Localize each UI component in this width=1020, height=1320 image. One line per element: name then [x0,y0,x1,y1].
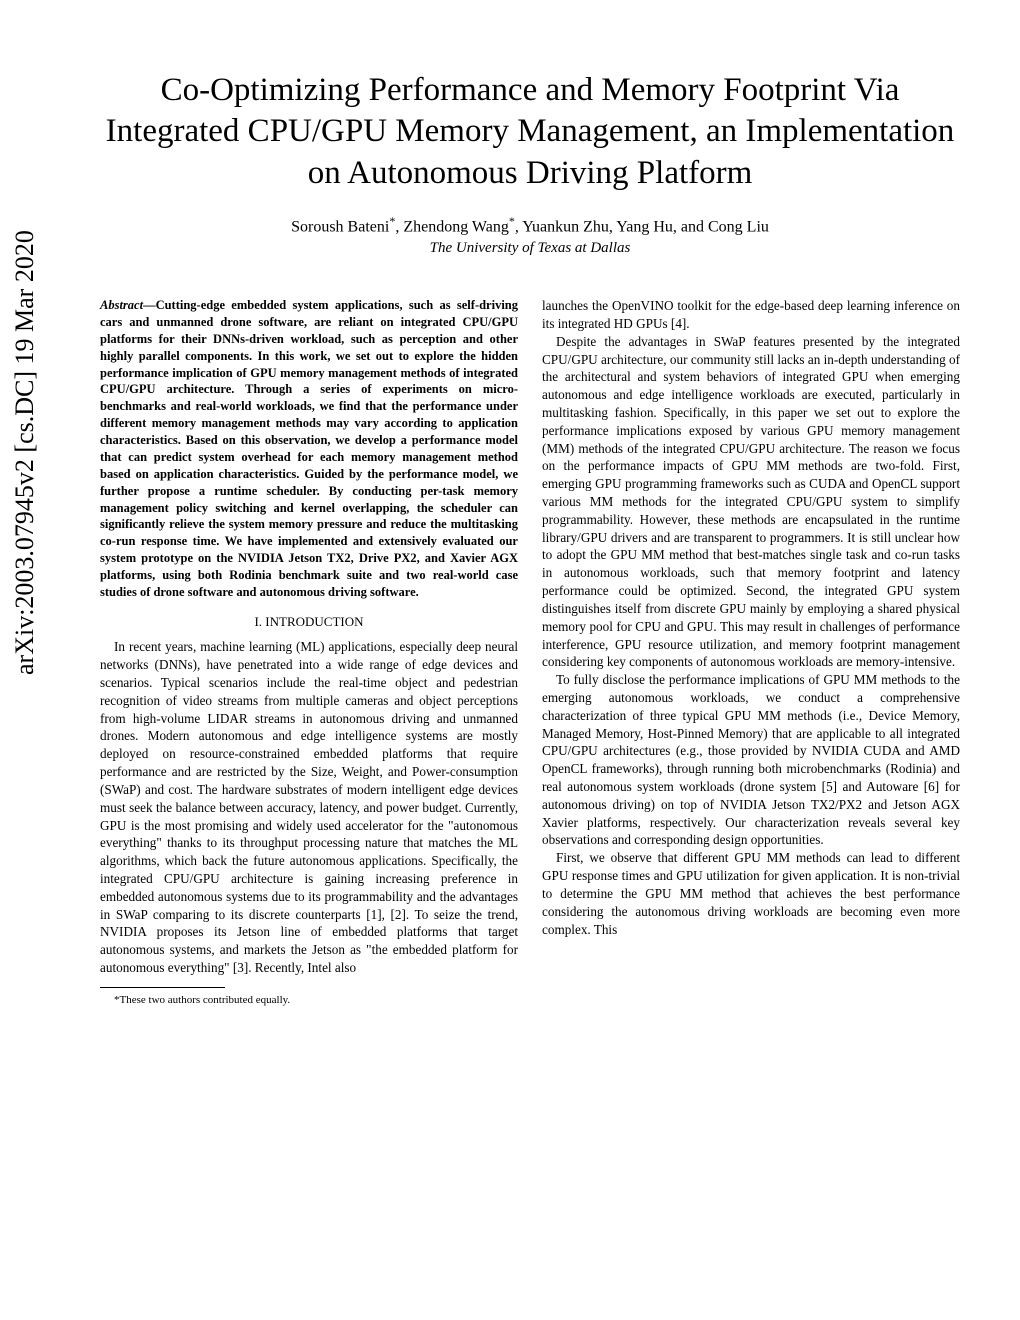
two-column-body: Abstract—Cutting-edge embedded system ap… [100,297,960,1006]
affiliation: The University of Texas at Dallas [100,240,960,257]
footnote-block: *These two authors contributed equally. [100,977,518,1006]
arxiv-identifier: arXiv:2003.07945v2 [cs.DC] 19 Mar 2020 [10,230,40,675]
abstract-label: Abstract [100,298,143,312]
authors-line: Soroush Bateni*, Zhendong Wang*, Yuankun… [100,214,960,236]
right-column: launches the OpenVINO toolkit for the ed… [542,297,960,1006]
paper-title: Co-Optimizing Performance and Memory Foo… [100,70,960,194]
right-paragraph-4: First, we observe that different GPU MM … [542,849,960,938]
paper-content: Co-Optimizing Performance and Memory Foo… [100,70,960,1006]
right-paragraph-2: Despite the advantages in SWaP features … [542,333,960,671]
footnote-text: *These two authors contributed equally. [100,994,518,1006]
abstract-text: —Cutting-edge embedded system applicatio… [100,298,518,599]
right-paragraph-1: launches the OpenVINO toolkit for the ed… [542,297,960,333]
abstract-block: Abstract—Cutting-edge embedded system ap… [100,297,518,601]
left-column: Abstract—Cutting-edge embedded system ap… [100,297,518,977]
right-paragraph-3: To fully disclose the performance implic… [542,671,960,849]
section-heading-intro: I. INTRODUCTION [100,613,518,631]
intro-paragraph-1: In recent years, machine learning (ML) a… [100,638,518,976]
